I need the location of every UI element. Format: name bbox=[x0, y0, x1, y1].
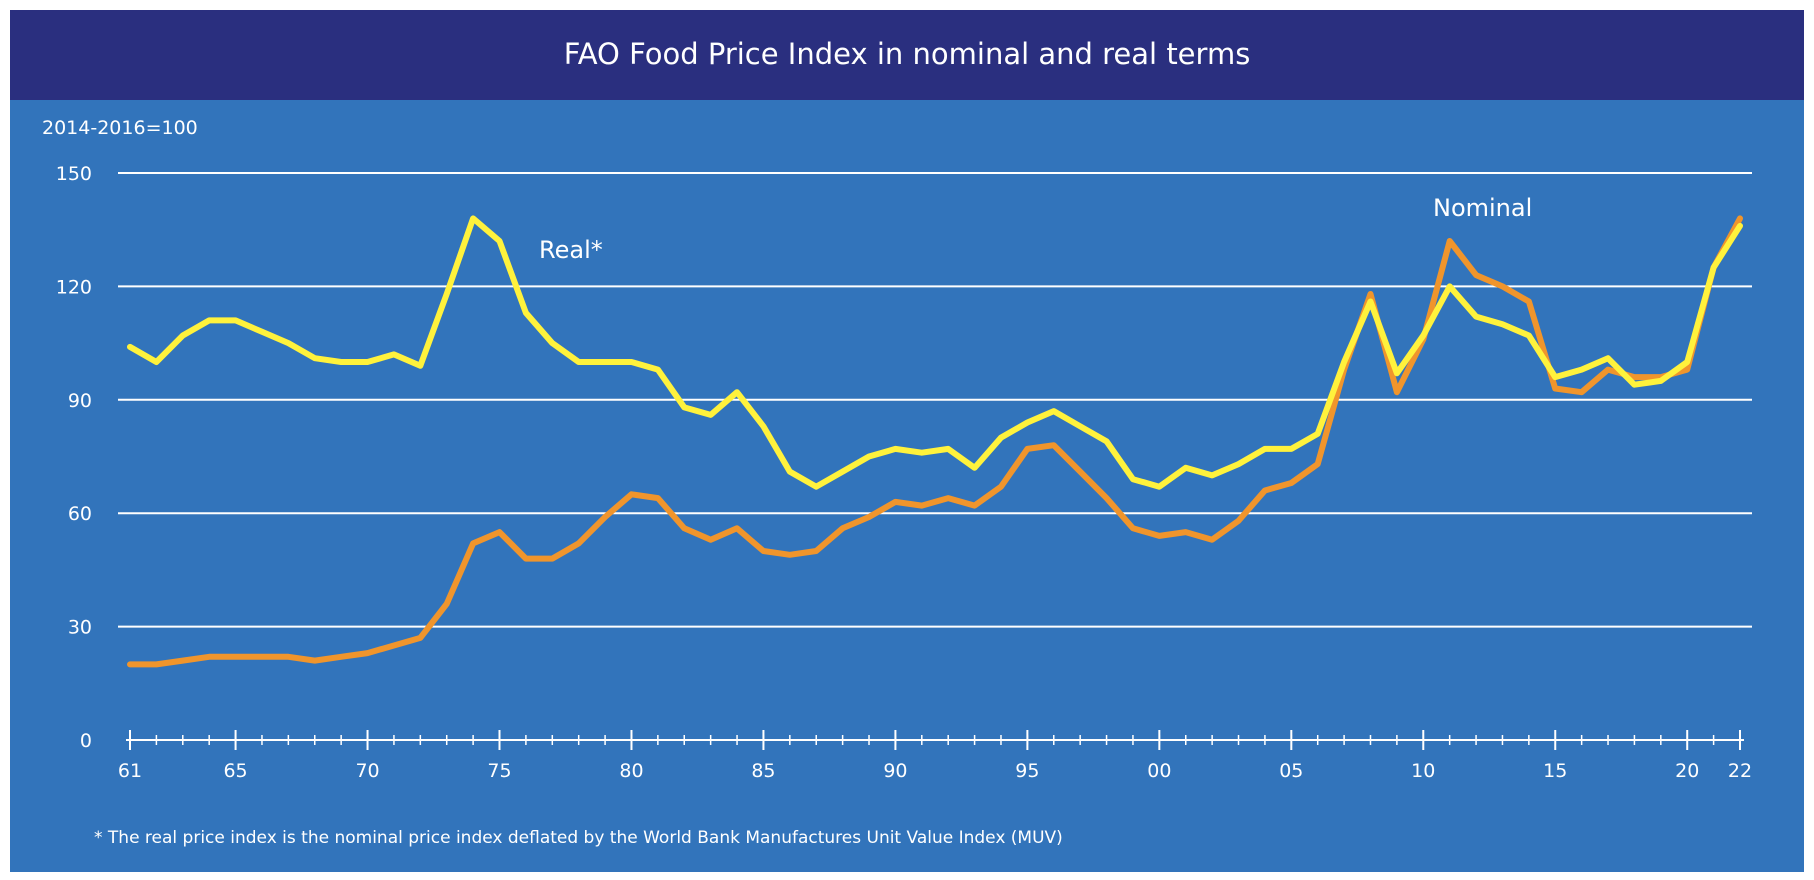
y-tick-label: 150 bbox=[56, 163, 92, 185]
x-tick-label: 15 bbox=[1543, 760, 1567, 782]
x-tick-label: 95 bbox=[1015, 760, 1039, 782]
series-label-real: Real* bbox=[539, 236, 603, 264]
x-tick-label: 75 bbox=[487, 760, 511, 782]
x-tick-label: 65 bbox=[223, 760, 247, 782]
plot-area bbox=[127, 215, 1743, 668]
x-tick-label: 10 bbox=[1411, 760, 1435, 782]
series-line-real bbox=[127, 215, 1743, 490]
chart-title: FAO Food Price Index in nominal and real… bbox=[564, 37, 1251, 71]
y-tick-label: 30 bbox=[68, 617, 92, 639]
x-tick-label: 00 bbox=[1147, 760, 1171, 782]
x-tick-label: 70 bbox=[355, 760, 379, 782]
x-tick-label: 80 bbox=[619, 760, 643, 782]
y-axis: 0 30 60 90 120 150 bbox=[56, 163, 92, 752]
x-axis: 61 65 70 75 80 85 90 95 00 05 10 15 20 22 bbox=[118, 730, 1752, 782]
x-tick-label: 85 bbox=[751, 760, 775, 782]
chart-header bbox=[10, 10, 1804, 100]
y-tick-label: 90 bbox=[68, 390, 92, 412]
x-tick-label: 22 bbox=[1728, 760, 1752, 782]
chart-panel bbox=[10, 10, 1804, 872]
series-line-nominal bbox=[127, 215, 1743, 668]
grid bbox=[118, 172, 1752, 628]
y-tick-label: 0 bbox=[80, 730, 92, 752]
x-tick-label: 61 bbox=[118, 760, 142, 782]
x-tick-label: 90 bbox=[883, 760, 907, 782]
y-axis-unit: 2014-2016=100 bbox=[42, 117, 198, 139]
footnote: * The real price index is the nominal pr… bbox=[94, 828, 1063, 848]
x-tick-label: 05 bbox=[1279, 760, 1303, 782]
series-label-nominal: Nominal bbox=[1433, 194, 1532, 222]
y-tick-label: 60 bbox=[68, 503, 92, 525]
x-tick-label: 20 bbox=[1675, 760, 1699, 782]
y-tick-label: 120 bbox=[56, 276, 92, 298]
